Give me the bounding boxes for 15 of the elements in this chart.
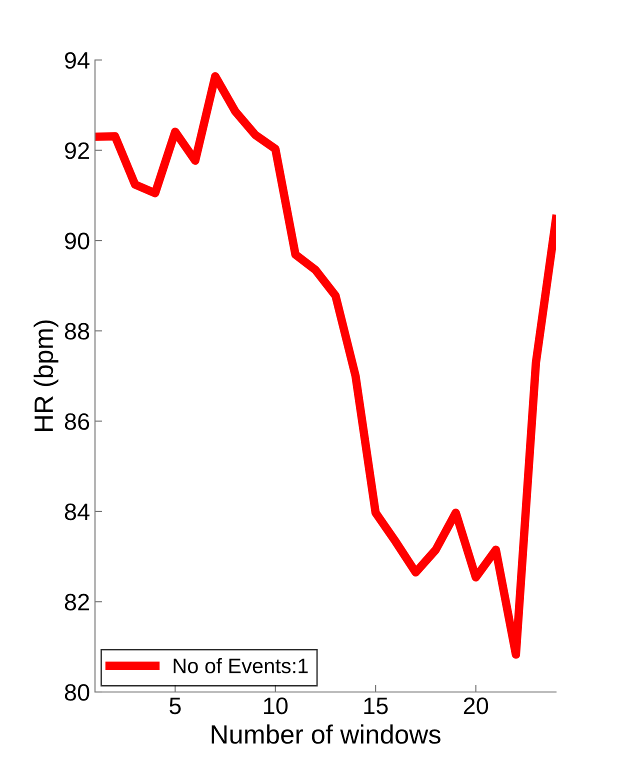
y-tick-label: 92 [64,142,89,160]
y-tick-label: 84 [64,503,90,520]
y-tick-label: 86 [64,413,90,430]
y-tick-label: 94 [64,52,90,69]
x-tick-label: 20 [464,697,488,714]
y-tick-label: 90 [64,232,90,250]
legend-label: No of Events:1 [174,658,308,674]
y-tick-label: 88 [64,322,90,340]
x-tick-label: 10 [264,697,288,714]
x-tick-label: 15 [364,698,388,714]
x-axis-title: Number of windows [212,724,440,744]
y-axis-title: HR (bpm) [34,320,58,432]
y-tick-label: 80 [64,684,90,701]
y-tick-label: 82 [64,594,89,610]
x-tick-label: 5 [170,698,181,714]
